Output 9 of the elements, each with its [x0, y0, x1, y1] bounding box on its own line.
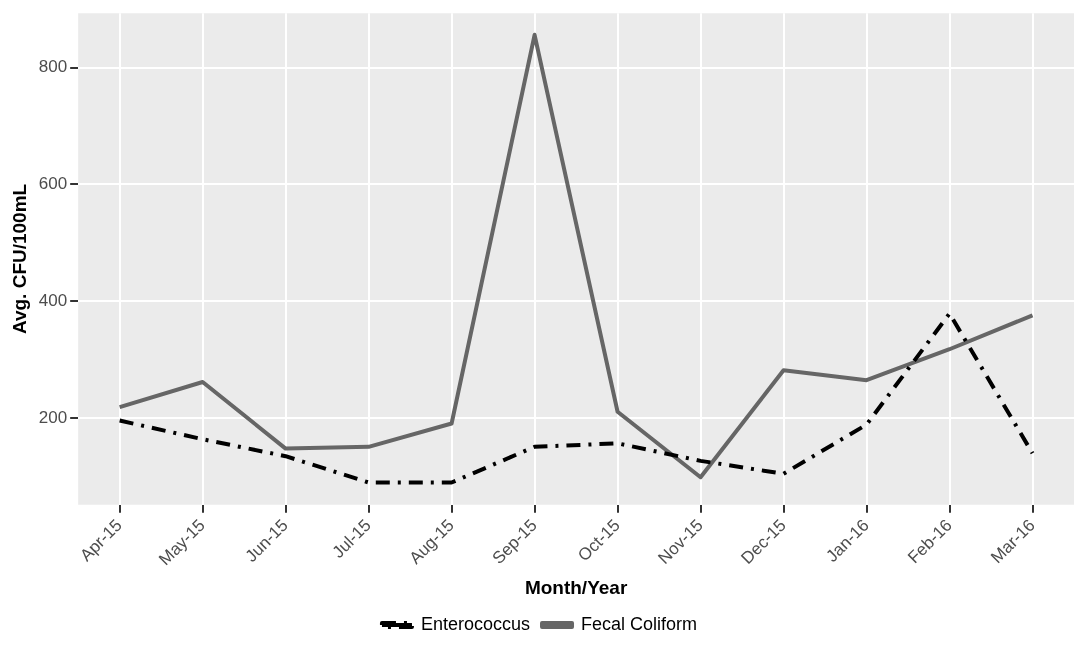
y-tick-label: 400	[38, 291, 68, 310]
line-series	[117, 311, 1035, 485]
y-axis-title: Avg. CFU/100mL	[8, 183, 30, 335]
y-tick-label: 600	[38, 174, 68, 194]
legend-label: Enterococcus	[420, 613, 531, 634]
y-tick-label: 200	[38, 407, 68, 427]
x-axis-title: Month/Year	[524, 576, 628, 598]
legend-label: Fecal Coliform	[581, 613, 698, 634]
y-tick-label: 800	[38, 57, 68, 77]
